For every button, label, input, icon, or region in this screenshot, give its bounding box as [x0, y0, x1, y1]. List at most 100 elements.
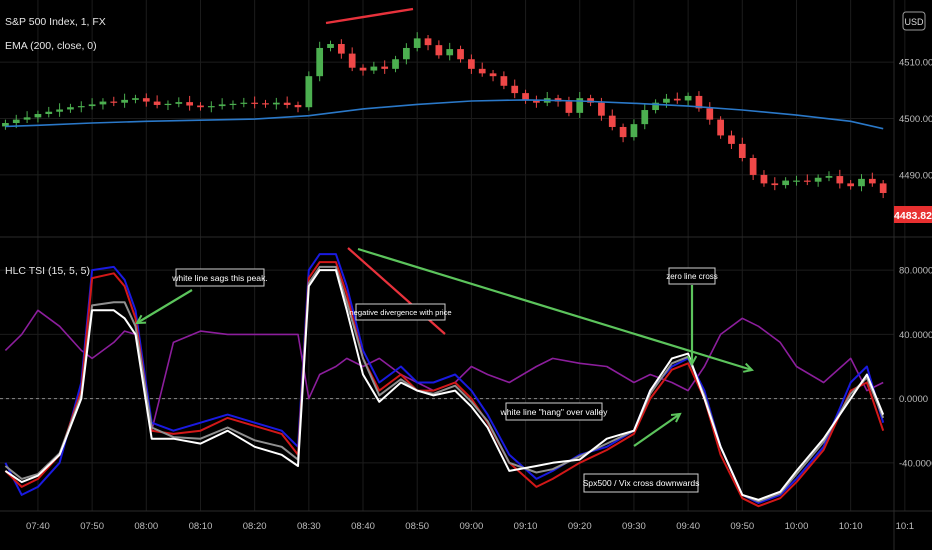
- candle-body: [262, 103, 269, 105]
- candle-body: [630, 124, 638, 138]
- time-tick-label: 09:50: [730, 521, 754, 532]
- candle-body: [110, 101, 118, 103]
- candle-body: [272, 102, 280, 105]
- candle-body: [738, 143, 746, 158]
- candle-body: [121, 99, 128, 103]
- candle-body: [12, 119, 20, 124]
- time-tick-label: 08:00: [134, 521, 158, 532]
- candle-body: [468, 59, 475, 69]
- trend-arrow: [357, 247, 753, 372]
- candle-body: [814, 177, 822, 182]
- candle-body: [619, 126, 627, 138]
- candle-body: [305, 76, 313, 108]
- annotation-text: Spx500 / Vix cross downwards: [583, 478, 700, 488]
- tsi-tick-label: 40.0000: [899, 330, 932, 341]
- annotation-negative-divergence: negative divergence with price: [349, 303, 452, 321]
- candle-body: [706, 108, 714, 120]
- candle-body: [132, 98, 139, 100]
- time-tick-label: 10:10: [839, 521, 863, 532]
- candle-body: [457, 49, 464, 60]
- annotation-text: zero line cross: [666, 272, 718, 281]
- time-tick-label: 08:40: [351, 521, 375, 532]
- candle-body: [88, 104, 96, 107]
- tsi-tick-label: 0.0000: [899, 394, 928, 405]
- tsi-tick-label: -40.0000: [899, 458, 932, 469]
- currency-button-label: USD: [904, 17, 924, 27]
- time-tick-label: 09:00: [459, 521, 483, 532]
- candle-body: [424, 38, 432, 46]
- candle-body: [652, 102, 659, 111]
- candle-body: [511, 85, 519, 94]
- time-axis[interactable]: 07:40 07:50 08:00 08:10 08:20 08:30 08:40 08:50…: [26, 521, 914, 532]
- annotation-white-line-hang: white line "hang" over valley: [500, 402, 608, 421]
- time-tick-label: 09:30: [622, 521, 646, 532]
- tsi-lines: [4, 253, 885, 508]
- candle-body: [23, 117, 31, 120]
- candle-body: [728, 135, 735, 144]
- price-divergence-line: [325, 7, 414, 25]
- candle-body: [782, 180, 789, 186]
- time-tick-label: 07:40: [26, 521, 50, 532]
- candle-body: [34, 113, 42, 118]
- time-tick-label: 08:30: [297, 521, 321, 532]
- candle-body: [283, 102, 291, 105]
- candle-body: [370, 66, 378, 71]
- candle-body: [240, 102, 248, 104]
- annotation-box: [175, 268, 265, 287]
- candle-body: [565, 101, 573, 113]
- symbol-label[interactable]: S&P 500 Index, 1, FX: [5, 16, 106, 28]
- candle-body: [197, 105, 204, 108]
- time-tick-label: 07:50: [80, 521, 104, 532]
- candle-body: [684, 95, 692, 101]
- currency-button[interactable]: USD: [902, 11, 926, 31]
- candle-body: [500, 76, 508, 86]
- trend-arrow-head: [742, 362, 754, 373]
- candle-body: [413, 38, 421, 48]
- candle-body: [435, 45, 443, 56]
- candle-body: [771, 183, 779, 186]
- price-tick-label: 4500.00: [899, 114, 932, 125]
- candle-body: [879, 183, 887, 193]
- candle-body: [663, 98, 670, 103]
- candle-body: [392, 59, 399, 69]
- cross-down-arrow-head: [670, 412, 682, 423]
- tsi-axis[interactable]: 80.0000 40.0000 0.0000 -40.0000: [899, 266, 932, 470]
- zero-cross-arrow-head: [686, 355, 698, 367]
- candle-body: [327, 44, 334, 48]
- candle-body: [598, 102, 605, 116]
- time-tick-label: 10:00: [785, 521, 809, 532]
- ema-legend-label[interactable]: EMA (200, close, 0): [5, 40, 97, 52]
- annotation-box: [505, 402, 603, 421]
- candle-body: [478, 68, 486, 74]
- annotation-text: white line sags this peak.: [171, 273, 268, 283]
- time-tick-label: 08:10: [189, 521, 213, 532]
- candle-body: [348, 53, 356, 68]
- candle-body: [218, 104, 226, 107]
- candle-body: [56, 109, 63, 112]
- candle-body: [695, 95, 703, 109]
- cross-down-arrow: [633, 413, 681, 447]
- candle-body: [793, 180, 800, 182]
- candle-body: [446, 49, 454, 56]
- candle-body: [673, 98, 681, 101]
- candle-body: [576, 98, 584, 113]
- annotation-zero-line-cross: zero line cross: [666, 267, 718, 285]
- time-tick-label: 09:10: [514, 521, 538, 532]
- candles: [2, 32, 887, 199]
- candle-body: [847, 183, 855, 187]
- price-axis[interactable]: 4510.00 4500.00 4490.00: [899, 58, 932, 182]
- candle-body: [359, 67, 367, 71]
- ema-line: [5, 99, 884, 130]
- candle-body: [749, 158, 757, 175]
- last-price-bg: [894, 206, 932, 223]
- annotation-box: [355, 303, 446, 321]
- price-tick-label: 4490.00: [899, 170, 932, 181]
- candle-body: [153, 101, 161, 105]
- annotation-box: [583, 473, 699, 493]
- candle-body: [825, 176, 833, 178]
- candle-body: [868, 178, 876, 184]
- time-tick-label: 09:40: [676, 521, 700, 532]
- indicator-legend-label[interactable]: HLC TSI (15, 5, 5): [5, 265, 90, 277]
